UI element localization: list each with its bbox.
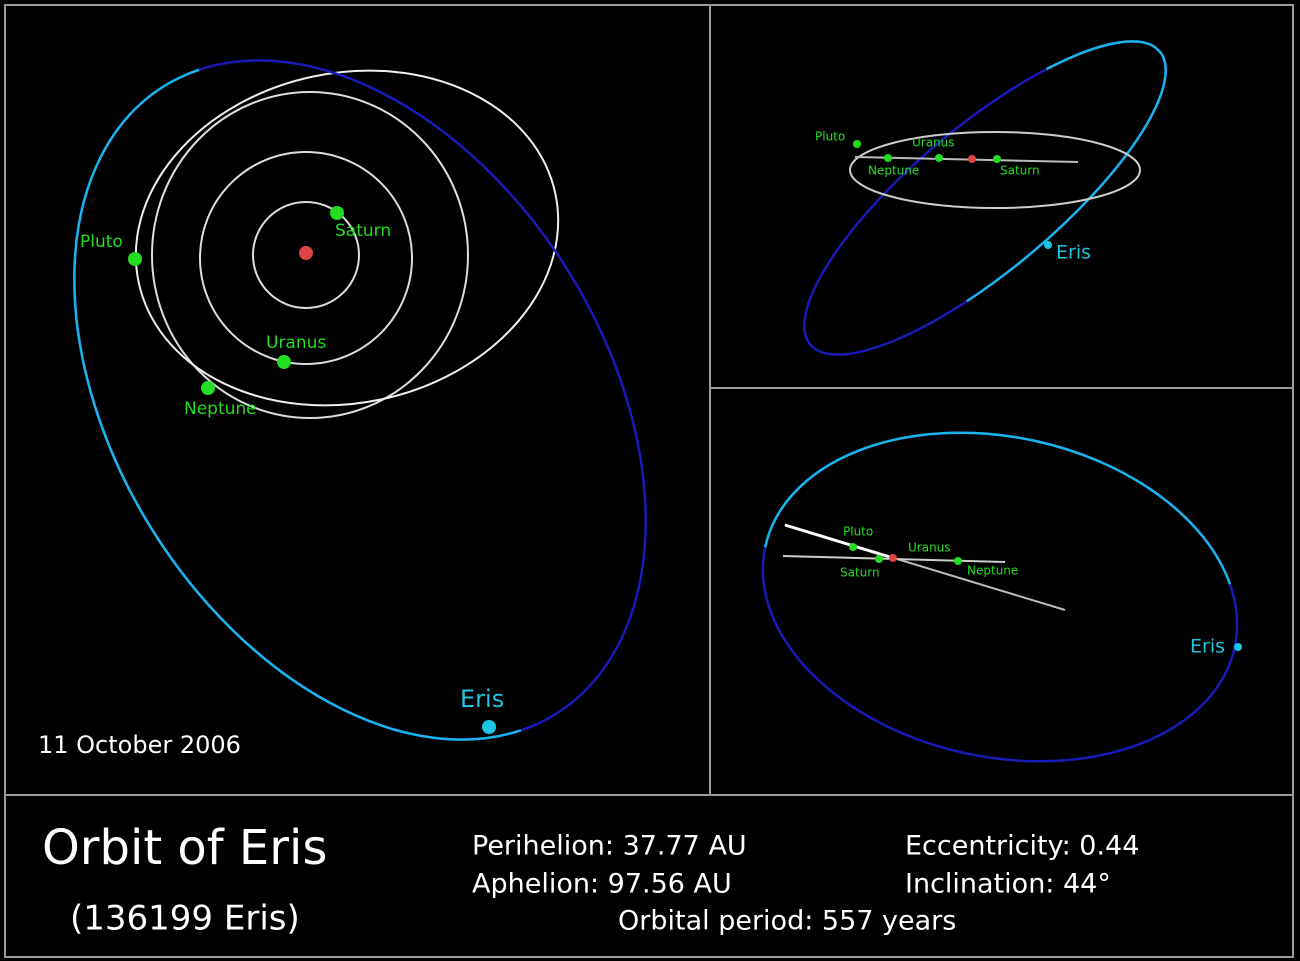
eris-orbit-near	[803, 40, 1167, 356]
uranus-orbit	[199, 151, 413, 365]
planet-label: Pluto	[815, 130, 845, 144]
planet-label: Uranus	[266, 333, 326, 353]
eris-label: Eris	[1190, 636, 1225, 658]
saturn	[330, 206, 344, 220]
planet-label: Uranus	[912, 136, 955, 150]
uranus	[277, 355, 291, 369]
pluto	[128, 252, 142, 266]
subtitle: (136199 Eris)	[70, 899, 300, 939]
saturn	[993, 155, 1001, 163]
sun	[968, 155, 976, 163]
title: Orbit of Eris	[42, 820, 327, 876]
planet-label: Saturn	[335, 221, 391, 241]
date: 11 October 2006	[38, 731, 241, 759]
planet-label: Neptune	[967, 564, 1018, 578]
frame	[4, 4, 1294, 958]
eris-orbit-near	[73, 59, 647, 741]
pluto	[853, 140, 861, 148]
eris	[1234, 643, 1242, 651]
uranus	[935, 154, 943, 162]
eris	[1044, 241, 1052, 249]
eris-label: Eris	[460, 685, 504, 713]
planet-label: Neptune	[184, 399, 257, 419]
side-view-panel: Pluto Uranus Saturn Neptune Eris	[761, 431, 1242, 763]
planet-orbits-edge	[854, 156, 1079, 163]
eris-orbit-near	[761, 431, 1239, 763]
neptune	[954, 557, 962, 565]
saturn	[875, 555, 883, 563]
stat: Perihelion: 37.77 AU	[472, 831, 747, 862]
sun	[299, 246, 313, 260]
pluto-orbit	[134, 69, 560, 407]
planet-label: Neptune	[868, 164, 919, 178]
planet-label: Uranus	[908, 541, 951, 555]
stat: Inclination: 44°	[905, 869, 1111, 900]
top-view-panel: Pluto Saturn Uranus Neptune Eris 11 Octo…	[38, 59, 647, 759]
stat: Orbital period: 557 years	[618, 906, 956, 937]
planet-label: Pluto	[843, 525, 873, 539]
footer: Orbit of Eris (136199 Eris) Perihelion: …	[42, 820, 1139, 939]
neptune	[884, 154, 892, 162]
sun	[889, 554, 897, 562]
eris	[482, 720, 496, 734]
pluto-orbit-edge-near	[784, 523, 894, 560]
planet-plane	[849, 131, 1141, 209]
stat: Eccentricity: 0.44	[905, 831, 1139, 862]
oblique-view-panel: Pluto Uranus Neptune Saturn Eris	[803, 40, 1167, 356]
stat: Aphelion: 97.56 AU	[472, 869, 732, 900]
neptune	[201, 381, 215, 395]
pluto	[849, 543, 857, 551]
planet-label: Saturn	[1000, 164, 1040, 178]
planet-label: Saturn	[840, 566, 880, 580]
saturn-orbit	[252, 201, 360, 309]
planet-label: Pluto	[80, 232, 123, 252]
eris-label: Eris	[1056, 242, 1091, 264]
neptune-orbit	[151, 91, 469, 419]
